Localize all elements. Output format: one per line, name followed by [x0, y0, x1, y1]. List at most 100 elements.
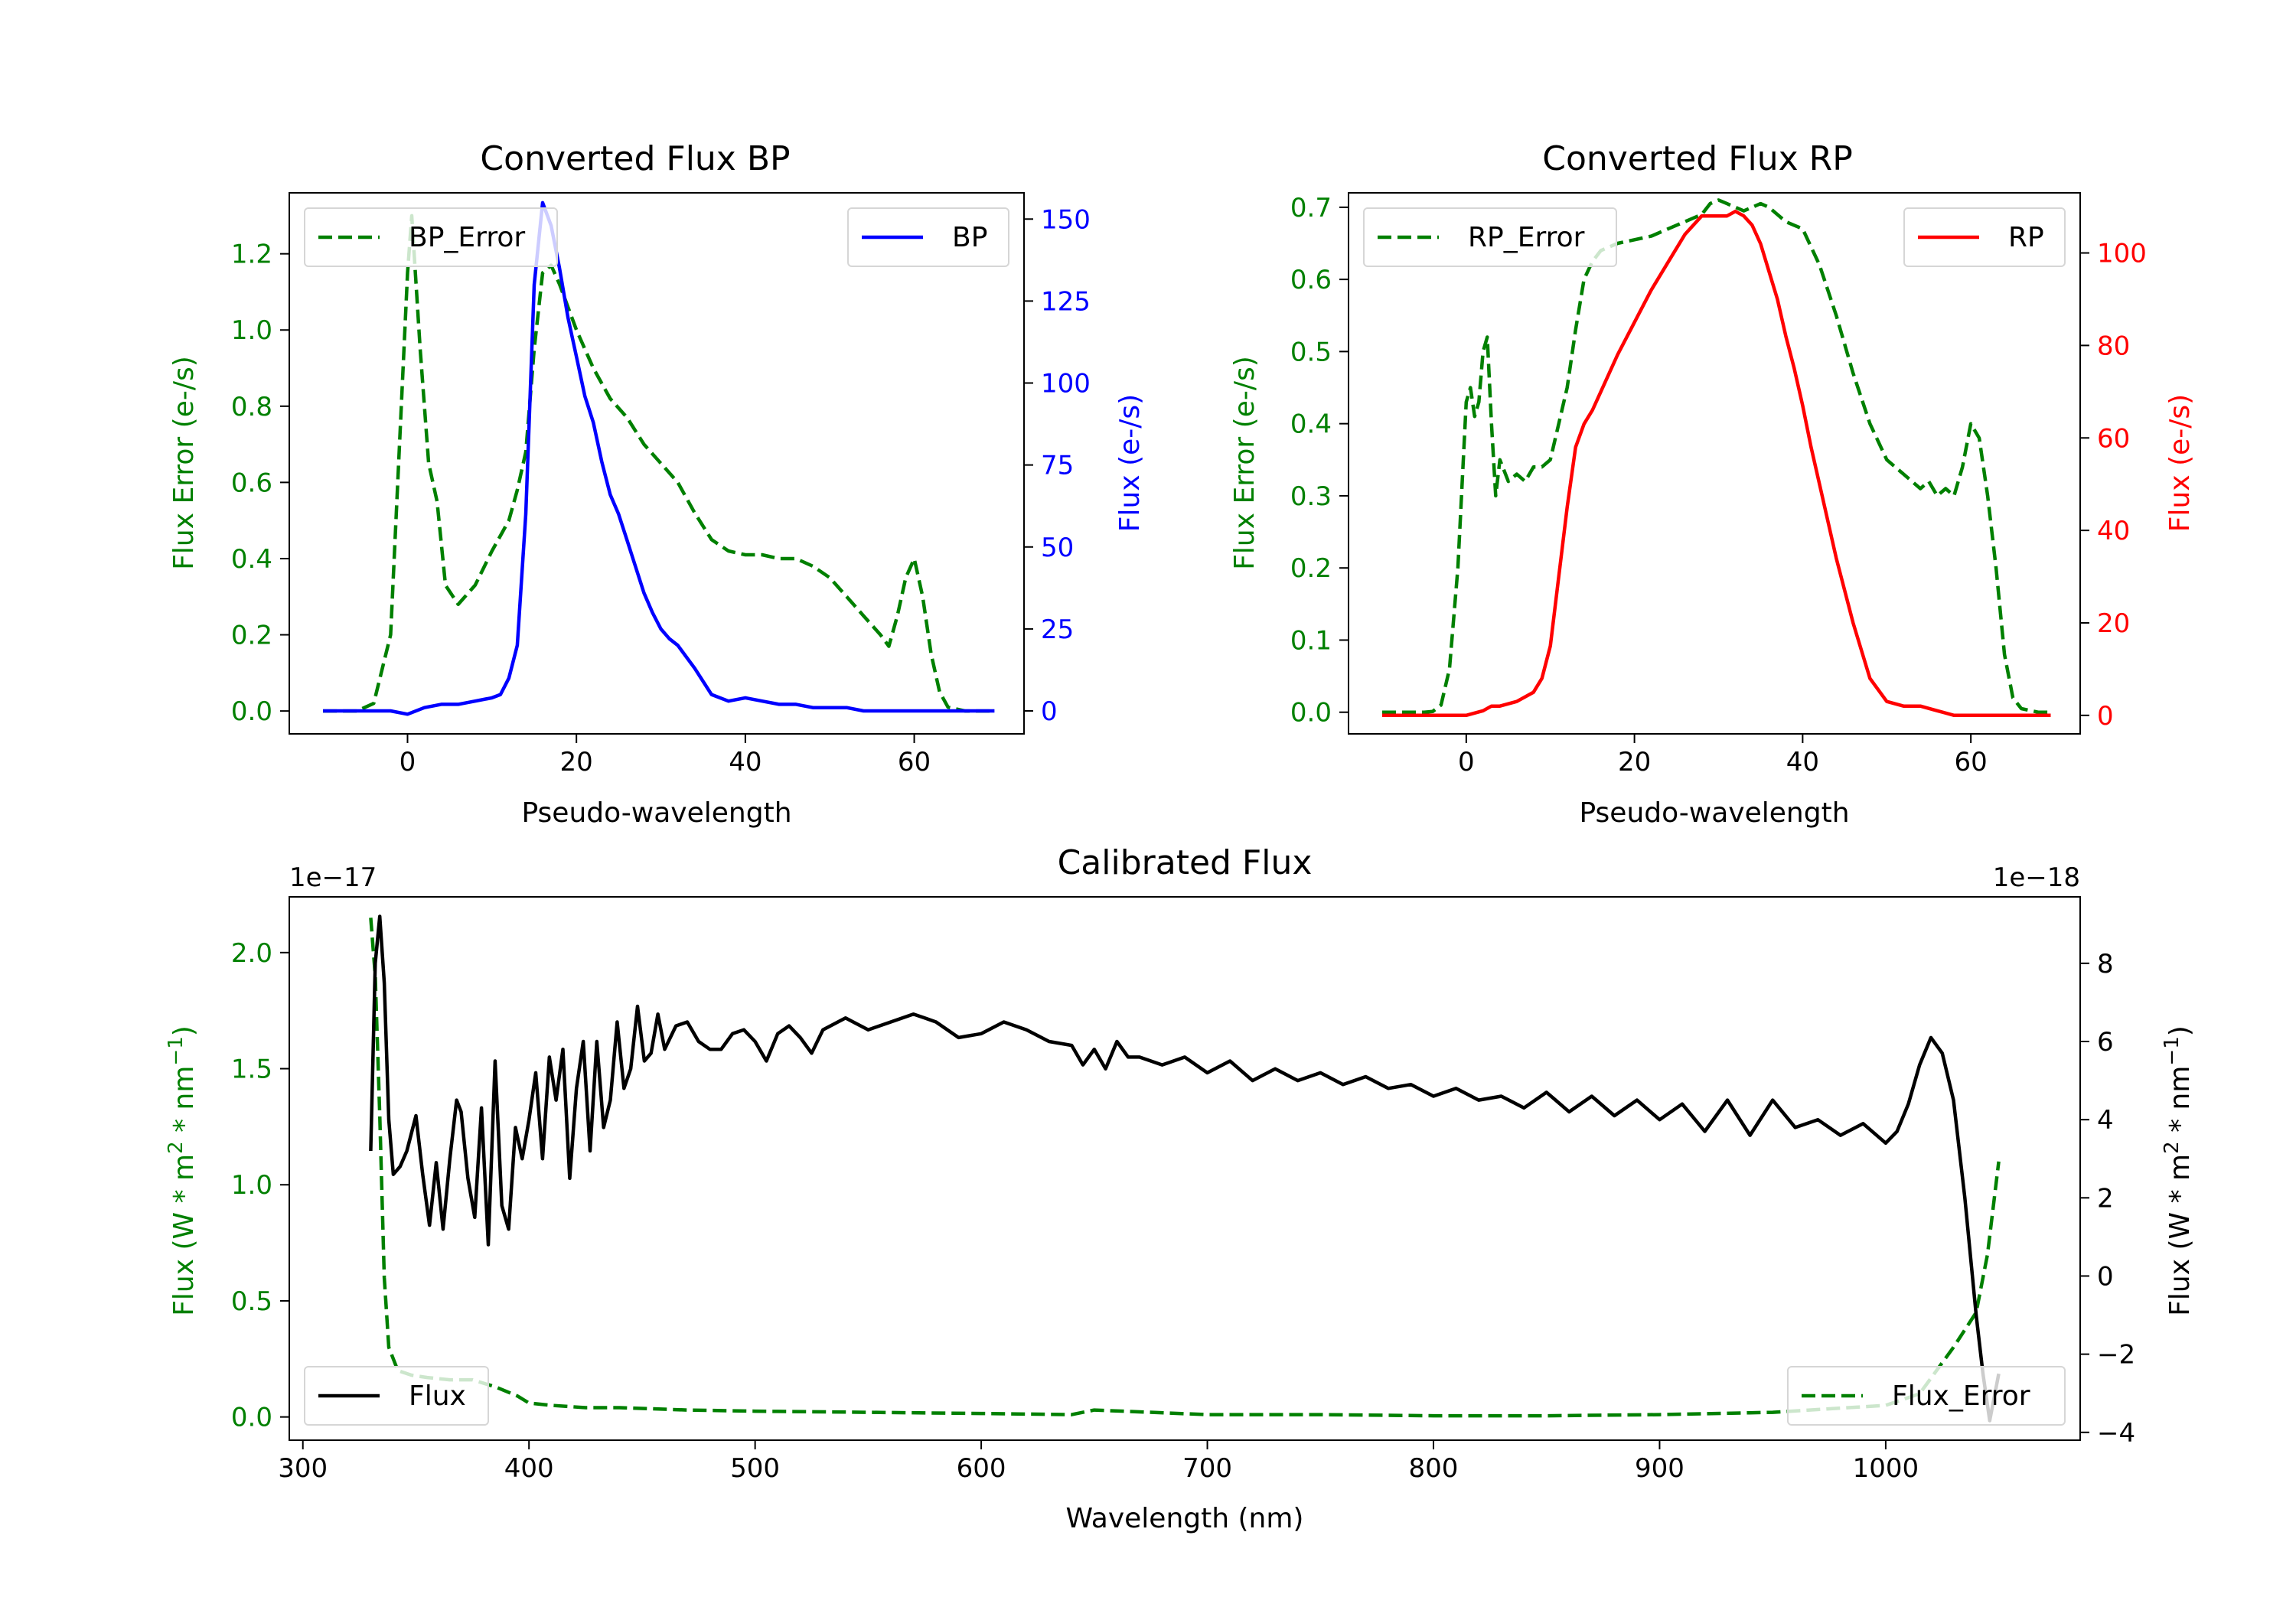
cal-x-tick-label: 800 [1409, 1453, 1459, 1484]
cal-plot-area [369, 914, 2001, 1423]
rp-left-tick-label: 0.4 [1290, 409, 1332, 440]
cal-title: Calibrated Flux [1058, 843, 1313, 882]
cal-left-y-label: Flux (W * m2 * nm−1) [165, 1025, 200, 1316]
cal-right-tick-label: −4 [2097, 1418, 2135, 1449]
bp-legend-error-label: BP_Error [409, 222, 525, 253]
cal-left-tick-label: 0.0 [231, 1403, 272, 1433]
bp-x-ticks: 0 20 40 60 [400, 734, 931, 777]
bp-right-tick-label: 50 [1041, 533, 1074, 563]
cal-right-tick-label: −2 [2097, 1340, 2135, 1371]
bp-axes-frame [289, 192, 1025, 735]
cal-right-y-label-mid: * nm [2164, 1066, 2196, 1142]
cal-x-ticks: 300 400 500 600 700 800 900 1000 [278, 1440, 1919, 1484]
rp-x-tick-label: 20 [1618, 747, 1651, 777]
rp-right-tick-label: 0 [2097, 701, 2114, 732]
cal-legend-flux: Flux [304, 1366, 489, 1426]
rp-series-rp-error [1382, 198, 2051, 714]
cal-right-tick-label: 8 [2097, 949, 2114, 980]
rp-left-tick-label: 0.2 [1290, 553, 1332, 584]
bp-right-ticks: 0 25 50 75 100 125 150 [1024, 204, 1091, 727]
bp-right-tick-label: 125 [1041, 286, 1091, 317]
cal-left-tick-label: 1.5 [231, 1054, 272, 1085]
bp-x-label: Pseudo-wavelength [521, 797, 791, 829]
bp-left-tick-label: 0.8 [231, 392, 272, 422]
panel-rp: Converted Flux RP 0 20 40 60 0.0 0.1 0.2 0.3 0.… [1229, 139, 2196, 829]
cal-x-tick-label: 1000 [1853, 1453, 1919, 1484]
bp-title: Converted Flux BP [480, 139, 790, 178]
rp-legend-flux-box [1903, 207, 2066, 267]
cal-left-offset: 1e−17 [289, 862, 377, 893]
cal-left-y-label-sup: −1 [165, 1036, 188, 1065]
bp-legend-flux: BP [847, 207, 1009, 267]
cal-legend-error: Flux_Error [1787, 1366, 2066, 1426]
cal-left-ticks: 0.0 0.5 1.0 1.5 2.0 [231, 938, 289, 1433]
cal-left-y-label-main: Flux (W * m [168, 1154, 200, 1316]
bp-x-tick-label: 20 [560, 747, 593, 777]
bp-left-tick-label: 1.2 [231, 240, 272, 270]
cal-right-offset: 1e−18 [1993, 862, 2080, 893]
bp-legend-flux-box [847, 207, 1009, 267]
bp-right-tick-label: 75 [1041, 451, 1074, 481]
rp-left-y-label: Flux Error (e-/s) [1229, 356, 1261, 570]
rp-axes-frame [1348, 192, 2081, 735]
cal-x-tick-label: 400 [504, 1453, 554, 1484]
cal-x-tick-label: 900 [1635, 1453, 1684, 1484]
rp-right-ticks: 0 20 40 60 80 100 [2080, 239, 2147, 732]
bp-right-y-label: Flux (e-/s) [1114, 394, 1146, 532]
rp-left-tick-label: 0.0 [1290, 698, 1332, 729]
cal-x-tick-label: 500 [730, 1453, 780, 1484]
bp-series-bp-error [323, 214, 995, 713]
cal-right-y-label-sup2: 2 [2161, 1141, 2183, 1154]
cal-legend-flux-box [304, 1366, 489, 1426]
bp-right-tick-label: 150 [1041, 204, 1091, 235]
cal-left-tick-label: 0.5 [231, 1286, 272, 1317]
rp-left-tick-label: 0.1 [1290, 625, 1332, 656]
rp-right-y-label: Flux (e-/s) [2164, 394, 2196, 532]
bp-x-tick-label: 60 [898, 747, 931, 777]
bp-left-tick-label: 1.0 [231, 315, 272, 346]
bp-left-y-label: Flux Error (e-/s) [168, 356, 200, 570]
bp-legend-error-box [304, 207, 558, 267]
cal-axes-frame [289, 896, 2081, 1441]
rp-legend-error: RP_Error [1363, 207, 1617, 267]
rp-left-ticks: 0.0 0.1 0.2 0.3 0.4 0.5 0.6 0.7 [1290, 193, 1349, 729]
bp-legend-error: BP_Error [304, 207, 558, 267]
rp-legend-error-box [1363, 207, 1617, 267]
cal-series-flux [369, 914, 2001, 1423]
rp-right-tick-label: 40 [2097, 516, 2130, 546]
bp-right-tick-label: 100 [1041, 369, 1091, 399]
cal-series-flux-error [369, 918, 2001, 1418]
rp-right-tick-label: 80 [2097, 331, 2130, 361]
rp-x-label: Pseudo-wavelength [1579, 797, 1849, 829]
rp-series-rp [1382, 209, 2051, 718]
cal-left-y-label-end: ) [168, 1025, 200, 1036]
cal-left-tick-label: 1.0 [231, 1170, 272, 1201]
cal-legend-flux-label: Flux [409, 1380, 466, 1412]
panel-bp: Converted Flux BP 0 20 40 60 0.00.20.40.60.… [168, 139, 1146, 829]
cal-x-tick-label: 700 [1182, 1453, 1232, 1484]
bp-series-bp [323, 200, 995, 716]
cal-right-y-label-end: ) [2164, 1025, 2196, 1036]
rp-legend-error-label: RP_Error [1468, 222, 1585, 253]
rp-title: Converted Flux RP [1542, 139, 1853, 178]
cal-x-tick-label: 600 [957, 1453, 1006, 1484]
rp-right-tick-label: 20 [2097, 608, 2130, 639]
cal-right-tick-label: 0 [2097, 1261, 2114, 1292]
cal-right-y-label-main: Flux (W * m [2164, 1154, 2196, 1316]
cal-right-y-label: Flux (W * m2 * nm−1) [2161, 1025, 2196, 1316]
cal-legend-error-box [1787, 1366, 2066, 1426]
rp-left-tick-label: 0.5 [1290, 337, 1332, 367]
rp-legend-flux: RP [1903, 207, 2066, 267]
bp-left-tick-label: 0.4 [231, 544, 272, 575]
rp-x-tick-label: 60 [1955, 747, 1988, 777]
cal-right-ticks: −4 −2 0 2 4 6 8 [2080, 949, 2135, 1449]
rp-left-tick-label: 0.7 [1290, 193, 1332, 223]
cal-right-y-label-sup: −1 [2161, 1036, 2183, 1065]
bp-left-tick-label: 0.6 [231, 468, 272, 498]
cal-right-tick-label: 6 [2097, 1027, 2114, 1058]
rp-right-tick-label: 100 [2097, 239, 2147, 269]
bp-left-ticks: 0.0 0.2 0.4 0.6 0.8 1.0 1.2 [231, 240, 289, 727]
rp-left-tick-label: 0.3 [1290, 481, 1332, 512]
cal-left-y-label-mid: * nm [168, 1066, 200, 1142]
